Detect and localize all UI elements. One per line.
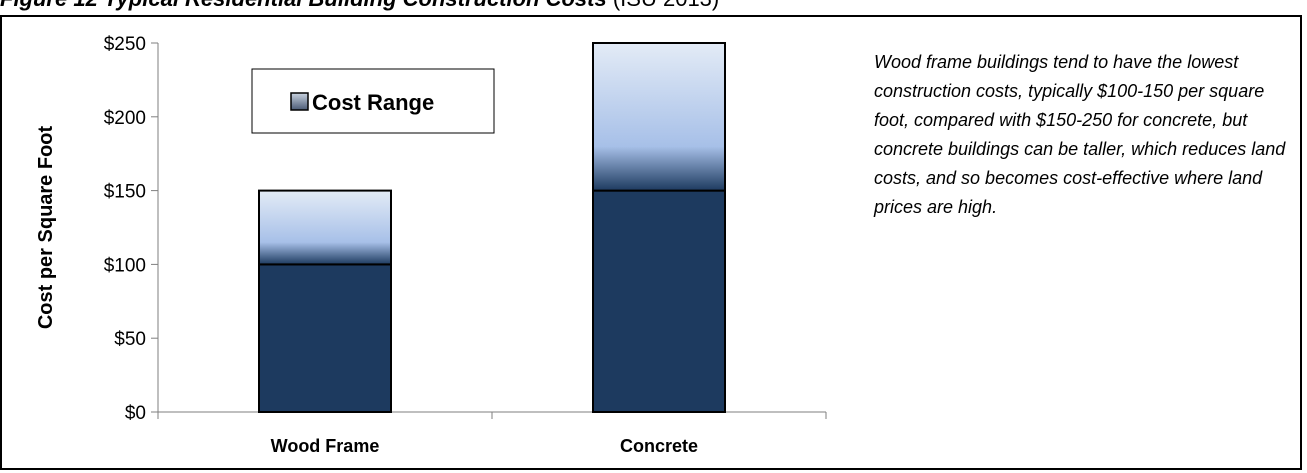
figure-label: Figure 12 xyxy=(0,0,98,11)
x-category-label: Wood Frame xyxy=(271,436,380,456)
bar-base-cost xyxy=(592,189,726,413)
y-tick-label: $0 xyxy=(125,403,146,424)
legend-swatch xyxy=(290,92,309,111)
chart-legend: Cost Range xyxy=(251,68,495,134)
bar-cost-range xyxy=(592,42,726,192)
y-tick-label: $100 xyxy=(104,255,146,276)
bar-chart: $0 $50 $100 $150 $200 $250 Cost per Square Foo… xyxy=(35,34,827,456)
chart-note: Wood frame buildings tend to have the lo… xyxy=(874,52,1286,217)
y-tick-label: $150 xyxy=(104,182,146,203)
y-tick-label: $250 xyxy=(104,34,146,55)
figure-frame xyxy=(0,15,1302,470)
y-tick-label: $50 xyxy=(114,329,146,350)
bar-cost-range xyxy=(258,189,392,266)
x-category-label: Concrete xyxy=(620,436,698,456)
bar-base-cost xyxy=(258,263,392,413)
figure-title-text: Typical Residential Building Constructio… xyxy=(104,0,607,11)
figure-title: Figure 12 Typical Residential Building C… xyxy=(0,0,719,11)
y-tick-label: $200 xyxy=(104,108,146,129)
y-axis-title: Cost per Square Foot xyxy=(35,125,57,329)
figure-source: (ISU 2013) xyxy=(613,0,719,11)
legend-label: Cost Range xyxy=(312,90,434,115)
